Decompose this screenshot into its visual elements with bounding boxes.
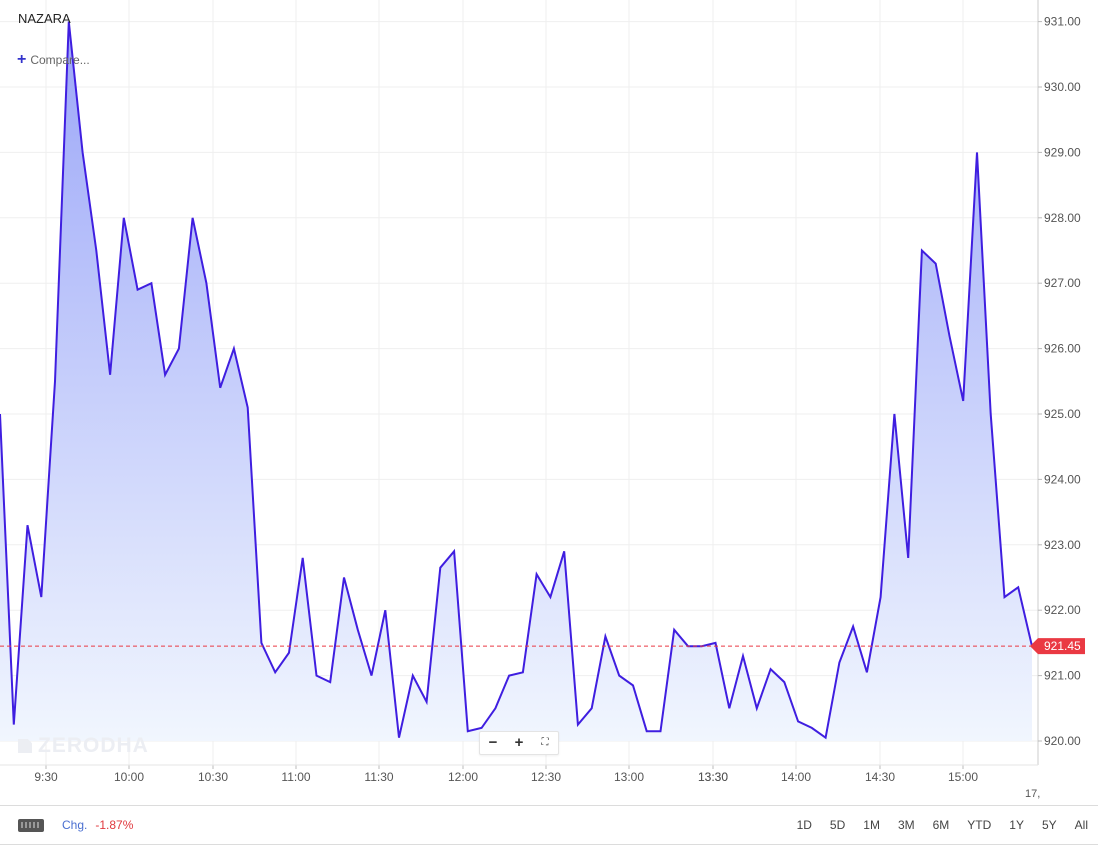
- range-selector: 1D 5D 1M 3M 6M YTD 1Y 5Y All: [779, 806, 1088, 844]
- y-tick-label: 925.00: [1044, 407, 1081, 421]
- y-tick-label: 923.00: [1044, 538, 1081, 552]
- x-tick-label: 11:00: [281, 770, 310, 784]
- vertical-gridlines: [45, 0, 964, 765]
- range-ytd[interactable]: YTD: [967, 818, 992, 832]
- x-tick-label: 12:30: [531, 770, 561, 784]
- range-1y[interactable]: 1Y: [1009, 818, 1024, 832]
- zoom-out-button[interactable]: −: [488, 734, 498, 751]
- range-5d[interactable]: 5D: [829, 818, 846, 832]
- price-line: [0, 21, 1033, 740]
- x-tick-label: 14:30: [865, 770, 895, 784]
- x-tick-label: 13:00: [614, 770, 644, 784]
- x-tick-label-partial: 17,: [1025, 788, 1040, 800]
- range-6m[interactable]: 6M: [932, 818, 950, 832]
- plus-icon: +: [17, 51, 27, 68]
- range-1m[interactable]: 1M: [863, 818, 880, 832]
- y-tick-label: 929.00: [1044, 145, 1081, 159]
- y-tick-label: 930.00: [1044, 80, 1081, 94]
- x-tick-label: 9:30: [34, 770, 58, 784]
- keyboard-icon[interactable]: [18, 818, 44, 832]
- x-tick-label: 13:30: [698, 770, 728, 784]
- zoom-controls: − + ⛶: [479, 731, 559, 755]
- price-tag-bg: [1030, 638, 1085, 655]
- y-axis: 920.00 921.00 922.00 923.00 924.00 925.00 926.…: [1038, 15, 1081, 748]
- price-area: [0, 21, 1032, 742]
- x-tick-label: 15:00: [948, 770, 978, 784]
- compare-button[interactable]: + Compare...: [17, 51, 90, 68]
- price-chart[interactable]: 920.00 921.00 922.00 923.00 924.00 925.00 926.…: [0, 0, 1098, 800]
- compare-label: Compare...: [30, 53, 90, 67]
- change-value: -1.87%: [95, 818, 134, 832]
- x-tick-label: 12:00: [448, 770, 478, 784]
- bottom-toolbar: Chg. -1.87% 1D 5D 1M 3M 6M YTD 1Y 5Y All: [0, 805, 1098, 845]
- y-tick-label: 928.00: [1044, 211, 1081, 225]
- symbol-label: NAZARA: [18, 11, 71, 26]
- y-tick-label: 921.00: [1044, 669, 1081, 683]
- range-1d[interactable]: 1D: [796, 818, 812, 832]
- y-tick-label: 924.00: [1044, 472, 1081, 486]
- x-tick-label: 10:00: [114, 770, 144, 784]
- range-all[interactable]: All: [1074, 818, 1088, 832]
- range-3m[interactable]: 3M: [897, 818, 915, 832]
- y-tick-label: 920.00: [1044, 734, 1081, 748]
- y-tick-label: 927.00: [1044, 276, 1081, 290]
- zoom-in-button[interactable]: +: [514, 734, 524, 751]
- price-tag-label: 921.45: [1044, 639, 1081, 653]
- range-5y[interactable]: 5Y: [1041, 818, 1057, 832]
- change-label: Chg.: [62, 818, 88, 832]
- x-tick-label: 10:30: [198, 770, 228, 784]
- zerodha-logo-icon: [18, 739, 32, 753]
- watermark-text: ZERODHA: [38, 734, 149, 757]
- x-tick-label: 14:00: [781, 770, 811, 784]
- zoom-reset-button[interactable]: ⛶: [541, 737, 549, 748]
- y-tick-label: 926.00: [1044, 342, 1081, 356]
- y-tick-label: 931.00: [1044, 15, 1081, 29]
- x-tick-label: 13:30: [698, 770, 728, 784]
- zerodha-watermark: ZERODHA: [18, 734, 149, 758]
- x-axis: 9:30 10:00 10:30 11:00 11:30 12:00 12:30 13:00 1…: [0, 764, 1040, 800]
- x-tick-label: 11:30: [364, 770, 393, 784]
- last-price-tag: 921.45: [1030, 638, 1085, 655]
- y-tick-label: 922.00: [1044, 603, 1081, 617]
